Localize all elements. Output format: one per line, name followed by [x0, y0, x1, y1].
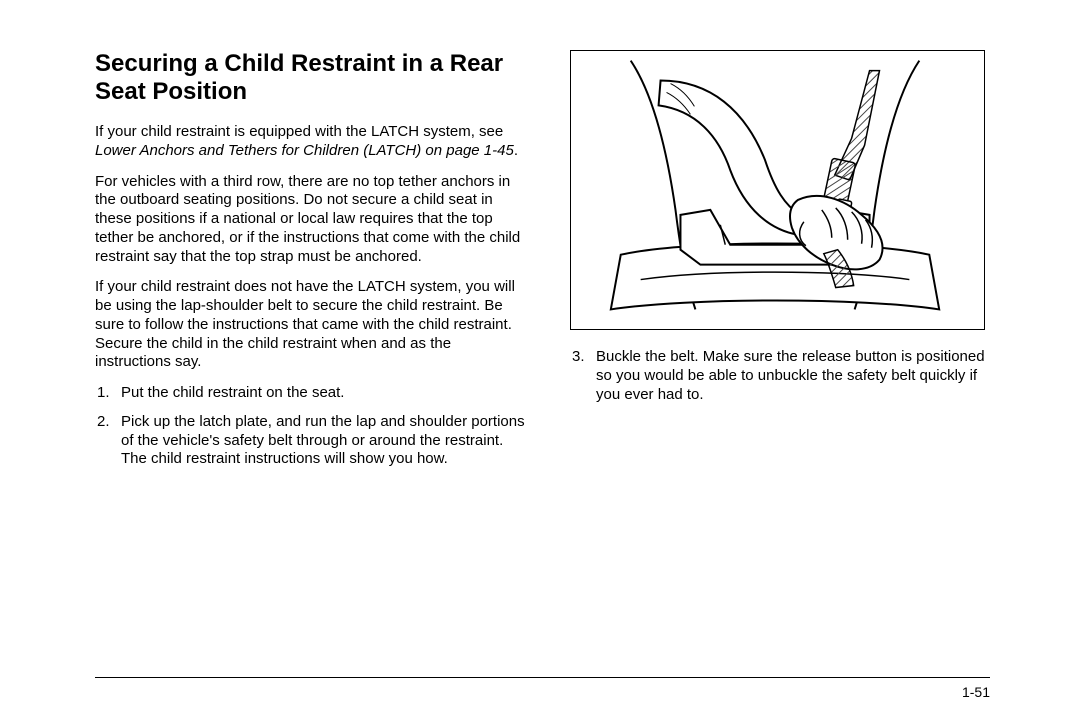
- page-title: Securing a Child Restraint in a Rear Sea…: [95, 50, 530, 105]
- footer-rule: [95, 677, 990, 678]
- para1-post: .: [514, 142, 518, 159]
- illustration-box: [570, 50, 985, 330]
- step-2: Pick up the latch plate, and run the lap…: [113, 413, 530, 469]
- paragraph-1: If your child restraint is equipped with…: [95, 123, 530, 161]
- steps-list-left: Put the child restraint on the seat. Pic…: [95, 384, 530, 469]
- step-3: Buckle the belt. Make sure the release b…: [588, 348, 990, 404]
- paragraph-3: If your child restraint does not have th…: [95, 278, 530, 372]
- page-number: 1-51: [962, 684, 990, 700]
- seatbelt-illustration-icon: [571, 50, 984, 330]
- steps-list-right: Buckle the belt. Make sure the release b…: [570, 348, 990, 404]
- step-1: Put the child restraint on the seat.: [113, 384, 530, 403]
- left-column: Securing a Child Restraint in a Rear Sea…: [95, 50, 530, 479]
- para1-pre: If your child restraint is equipped with…: [95, 123, 503, 140]
- right-column: Buckle the belt. Make sure the release b…: [570, 50, 990, 479]
- paragraph-2: For vehicles with a third row, there are…: [95, 173, 530, 267]
- para1-italic-ref: Lower Anchors and Tethers for Children (…: [95, 142, 514, 159]
